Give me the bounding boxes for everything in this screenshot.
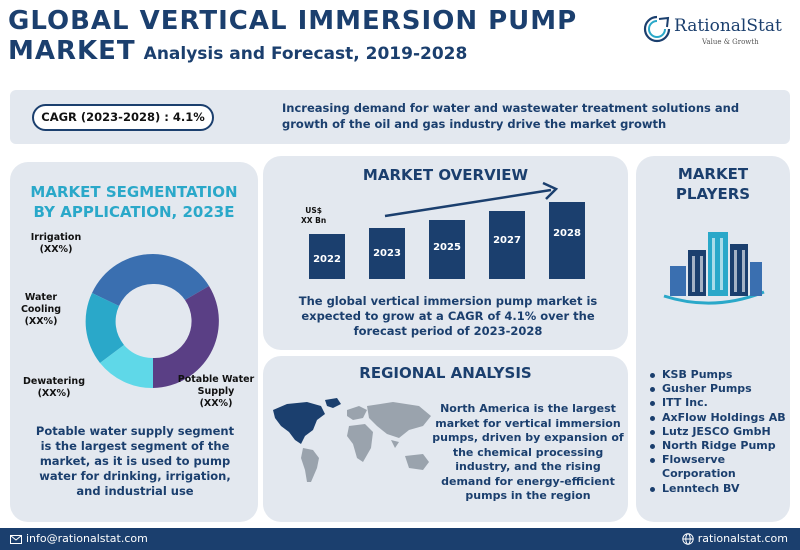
list-item: AxFlow Holdings AB [650, 411, 790, 425]
footer: info@rationalstat.com rationalstat.com [0, 528, 800, 550]
page-title: GLOBAL VERTICAL IMMERSION PUMP [8, 6, 578, 36]
market-players-title: MARKET PLAYERS [675, 165, 751, 203]
list-item: KSB Pumps [650, 368, 790, 382]
donut-slice-potable-water [153, 286, 219, 388]
footer-email[interactable]: info@rationalstat.com [10, 532, 148, 545]
regional-analysis-description: North America is the largest market for … [432, 402, 624, 502]
segmentation-title: MARKET SEGMENTATION BY APPLICATION, 2023… [10, 182, 258, 222]
list-item: Flowserve [650, 453, 790, 467]
world-map-icon [273, 398, 431, 482]
header: GLOBAL VERTICAL IMMERSION PUMP MARKET Ana… [8, 6, 578, 69]
market-overview-title: MARKET OVERVIEW [362, 166, 529, 184]
market-overview-panel: MARKET OVERVIEW US$ XX Bn 2022 2023 2025… [263, 156, 628, 350]
segmentation-donut-chart [85, 253, 219, 389]
list-item-continued: Corporation [662, 467, 736, 481]
segment-label-irrigation: Irrigation (XX%) [30, 232, 82, 255]
logo-mark-icon [643, 15, 671, 43]
segmentation-title-line1: MARKET SEGMENTATION [30, 183, 238, 201]
regional-analysis-panel: REGIONAL ANALYSIS North America is the l… [263, 356, 628, 522]
donut-slice-dewatering [100, 345, 153, 389]
list-item: ITT Inc. [650, 396, 790, 410]
overview-bar-2027: 2027 [489, 211, 525, 279]
donut-slice-irrigation-left [92, 253, 153, 306]
page-title-market: MARKET [8, 36, 136, 66]
segment-label-water-cooling: Water Cooling (XX%) [20, 292, 62, 327]
segmentation-panel: MARKET SEGMENTATION BY APPLICATION, 2023… [10, 162, 258, 522]
market-overview-description: The global vertical immersion pump marke… [298, 294, 598, 338]
footer-email-text[interactable]: info@rationalstat.com [26, 532, 148, 545]
list-item: Lenntech BV [650, 482, 790, 496]
cagr-badge: CAGR (2023-2028) : 4.1% [32, 104, 214, 131]
market-players-list: KSB Pumps Gusher Pumps ITT Inc. AxFlow H… [650, 368, 790, 496]
overview-bar-2028: 2028 [549, 202, 585, 279]
list-item: Gusher Pumps [650, 382, 790, 396]
overview-bar-2025: 2025 [429, 220, 465, 279]
city-buildings-icon [663, 232, 765, 305]
segment-label-dewatering: Dewatering (XX%) [22, 376, 85, 399]
cagr-banner: CAGR (2023-2028) : 4.1% Increasing deman… [10, 90, 790, 144]
market-players-panel: MARKET PLAYERS KSB Pumps Gusher Pumps IT… [636, 156, 790, 522]
page-subtitle-text: Analysis and Forecast, 2019-2028 [143, 44, 468, 64]
overview-bar-2022: 2022 [309, 234, 345, 279]
donut-slice-irrigation [153, 254, 209, 300]
list-item: Lutz JESCO GmbH [650, 425, 790, 439]
overview-bar-2023: 2023 [369, 228, 405, 279]
globe-icon [682, 533, 694, 545]
growth-arrow-icon [384, 181, 559, 218]
unit-label: US$ XX Bn [301, 206, 327, 225]
segmentation-description: Potable water supply segment is the larg… [35, 424, 235, 498]
list-item: North Ridge Pump [650, 439, 790, 453]
mail-icon [10, 534, 22, 544]
segment-label-potable-water: Potable Water Supply (XX%) [177, 374, 255, 409]
logo-tagline: Value & Growth [702, 38, 759, 46]
growth-drivers-text: Increasing demand for water and wastewat… [282, 101, 740, 131]
page-subtitle: MARKET Analysis and Forecast, 2019-2028 [8, 36, 568, 69]
regional-analysis-title: REGIONAL ANALYSIS [359, 364, 532, 382]
logo-name: RationalStat [674, 16, 782, 36]
rationalstat-logo[interactable]: RationalStat Value & Growth [642, 12, 782, 52]
segmentation-title-line2: BY APPLICATION, 2023E [33, 203, 235, 221]
footer-website[interactable]: rationalstat.com [682, 532, 788, 545]
footer-website-text[interactable]: rationalstat.com [697, 532, 788, 545]
donut-slice-water-cooling [85, 293, 124, 363]
